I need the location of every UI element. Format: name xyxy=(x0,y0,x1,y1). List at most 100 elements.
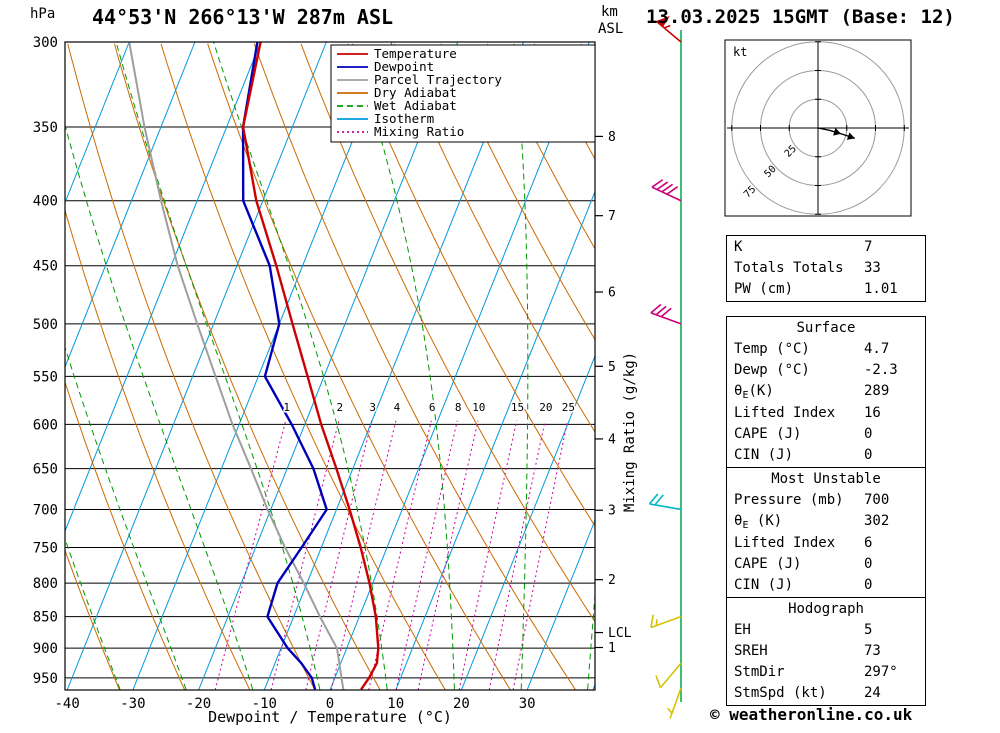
row-label-part: (K) xyxy=(748,513,783,529)
temp-tick-label-10: 10 xyxy=(387,696,404,712)
row-label: Pressure (mb) xyxy=(734,492,844,508)
row-value: 0 xyxy=(864,426,873,442)
isotherm-line--20 xyxy=(198,42,459,690)
dewpoint-curve xyxy=(241,42,328,690)
km-tick-label-5: 5 xyxy=(608,360,616,375)
isotherm-line--10 xyxy=(263,42,524,690)
row-label: K xyxy=(734,239,743,255)
mixing-ratio-value-label-3: 3 xyxy=(369,401,376,414)
temp-tick-label--10: -10 xyxy=(252,696,277,712)
row-label: Lifted Index xyxy=(734,535,836,551)
wet-adiabat-line--30 xyxy=(65,537,121,690)
pressure-tick-label-600: 600 xyxy=(33,417,58,433)
row-label-part: θ xyxy=(734,383,743,399)
table-row: CIN (J) 0 xyxy=(734,445,918,466)
row-label: θE(K) xyxy=(734,381,864,403)
parcel-trajectory-curve xyxy=(128,42,345,690)
pressure-axis-unit-label: hPa xyxy=(30,6,56,22)
legend-label-parcel-trajectory: Parcel Trajectory xyxy=(374,72,502,87)
table-row: EH 5 xyxy=(734,620,918,641)
km-axis-asl-label: ASL xyxy=(598,21,624,37)
wind-barb-half-feather xyxy=(667,707,673,714)
table-row: CIN (J) 0 xyxy=(734,575,918,596)
row-value: 700 xyxy=(864,492,890,508)
temperature-curve xyxy=(241,42,380,690)
mixing-ratio-line-6 xyxy=(368,420,432,690)
pressure-tick-label-450: 450 xyxy=(33,259,58,275)
km-tick-label-6: 6 xyxy=(608,286,616,301)
table-row: Pressure (mb) 700 xyxy=(734,490,918,511)
wind-barb-968 xyxy=(667,688,682,719)
mixing-ratio-line-2 xyxy=(270,420,340,690)
table-row: StmSpd (kt) 24 xyxy=(734,683,918,704)
dry-adiabat-line--10 xyxy=(65,208,251,690)
row-value: 0 xyxy=(864,556,873,572)
dry-adiabat-line-40 xyxy=(253,43,577,690)
row-value: 6 xyxy=(864,535,873,551)
mixing-ratio-value-label-20: 20 xyxy=(539,401,552,414)
row-value: 297° xyxy=(864,664,898,680)
wind-barb-400 xyxy=(651,179,682,202)
pressure-tick-label-900: 900 xyxy=(33,641,58,657)
dry-adiabat-line-0 xyxy=(67,43,316,690)
isotherm-line-20 xyxy=(460,354,595,690)
row-value: 4.7 xyxy=(864,341,890,357)
legend-label-wet-adiabat: Wet Adiabat xyxy=(374,98,457,113)
legend-label-dry-adiabat: Dry Adiabat xyxy=(374,85,457,100)
table-section-surface: Surface Temp (°C) 4.7 Dewp (°C) -2.3 θE(K) 289… xyxy=(726,316,926,468)
pressure-tick-label-550: 550 xyxy=(33,369,58,385)
row-value: 7 xyxy=(864,239,873,255)
table-section-title-most-unstable: Most Unstable xyxy=(771,471,881,487)
dry-adiabat-line-60 xyxy=(347,43,595,528)
table-row: Totals Totals 33 xyxy=(734,258,918,279)
row-label: EH xyxy=(734,622,751,638)
km-axis-unit-label: km xyxy=(601,4,618,20)
isotherm-line--80 xyxy=(0,42,64,690)
table-row: StmDir 297° xyxy=(734,662,918,683)
wind-barb-feather xyxy=(661,183,674,193)
row-label-part: θ xyxy=(734,513,743,529)
wind-barb-column xyxy=(648,16,682,719)
x-axis-label: Dewpoint / Temperature (°C) xyxy=(208,708,452,726)
wind-barb-feather xyxy=(651,179,664,188)
wind-barb-feather xyxy=(660,307,672,318)
row-label: CAPE (J) xyxy=(734,426,802,442)
pressure-tick-label-350: 350 xyxy=(33,120,58,136)
mixing-ratio-value-label-15: 15 xyxy=(511,401,524,414)
row-label-part: (K) xyxy=(748,383,774,399)
table-row: Lifted Index 6 xyxy=(734,533,918,554)
isotherm-line--60 xyxy=(65,42,196,369)
row-value: 1.01 xyxy=(864,281,898,297)
pressure-tick-label-500: 500 xyxy=(33,317,58,333)
wet-adiabat-line--20 xyxy=(65,345,187,690)
isotherm-line--40 xyxy=(66,42,327,690)
dry-adiabat-line-90 xyxy=(487,43,595,250)
pressure-tick-label-700: 700 xyxy=(33,502,58,518)
dry-adiabat-line-80 xyxy=(440,43,595,341)
wind-barb-staff xyxy=(659,662,682,689)
wind-barb-feather xyxy=(654,494,664,506)
mixing-ratio-line-1 xyxy=(214,420,287,690)
hodograph-trace-arrowhead xyxy=(833,127,841,136)
legend-label-isotherm: Isotherm xyxy=(374,111,434,126)
table-section-indices: K 7 Totals Totals 33 PW (cm) 1.01 xyxy=(726,235,926,302)
row-value: 0 xyxy=(864,447,873,463)
mixing-ratio-axis-label: Mixing Ratio (g/kg) xyxy=(622,352,638,512)
row-value: 24 xyxy=(864,685,881,701)
lcl-label: LCL xyxy=(608,626,632,641)
dry-adiabat-line--40 xyxy=(0,44,54,690)
legend-label-dewpoint: Dewpoint xyxy=(374,59,434,74)
row-value: 0 xyxy=(864,577,873,593)
legend-box xyxy=(330,44,596,143)
dry-adiabat-line--30 xyxy=(65,549,120,690)
pressure-tick-label-800: 800 xyxy=(33,576,58,592)
km-tick-label-7: 7 xyxy=(608,209,616,224)
row-label: CIN (J) xyxy=(734,577,794,593)
row-value: 302 xyxy=(864,513,890,529)
row-value: 16 xyxy=(864,405,881,421)
wind-barb-feather xyxy=(650,614,654,628)
wind-barb-feather xyxy=(655,305,667,316)
table-row: CAPE (J) 0 xyxy=(734,424,918,445)
copyright-footer: © weatheronline.co.uk xyxy=(710,705,913,724)
